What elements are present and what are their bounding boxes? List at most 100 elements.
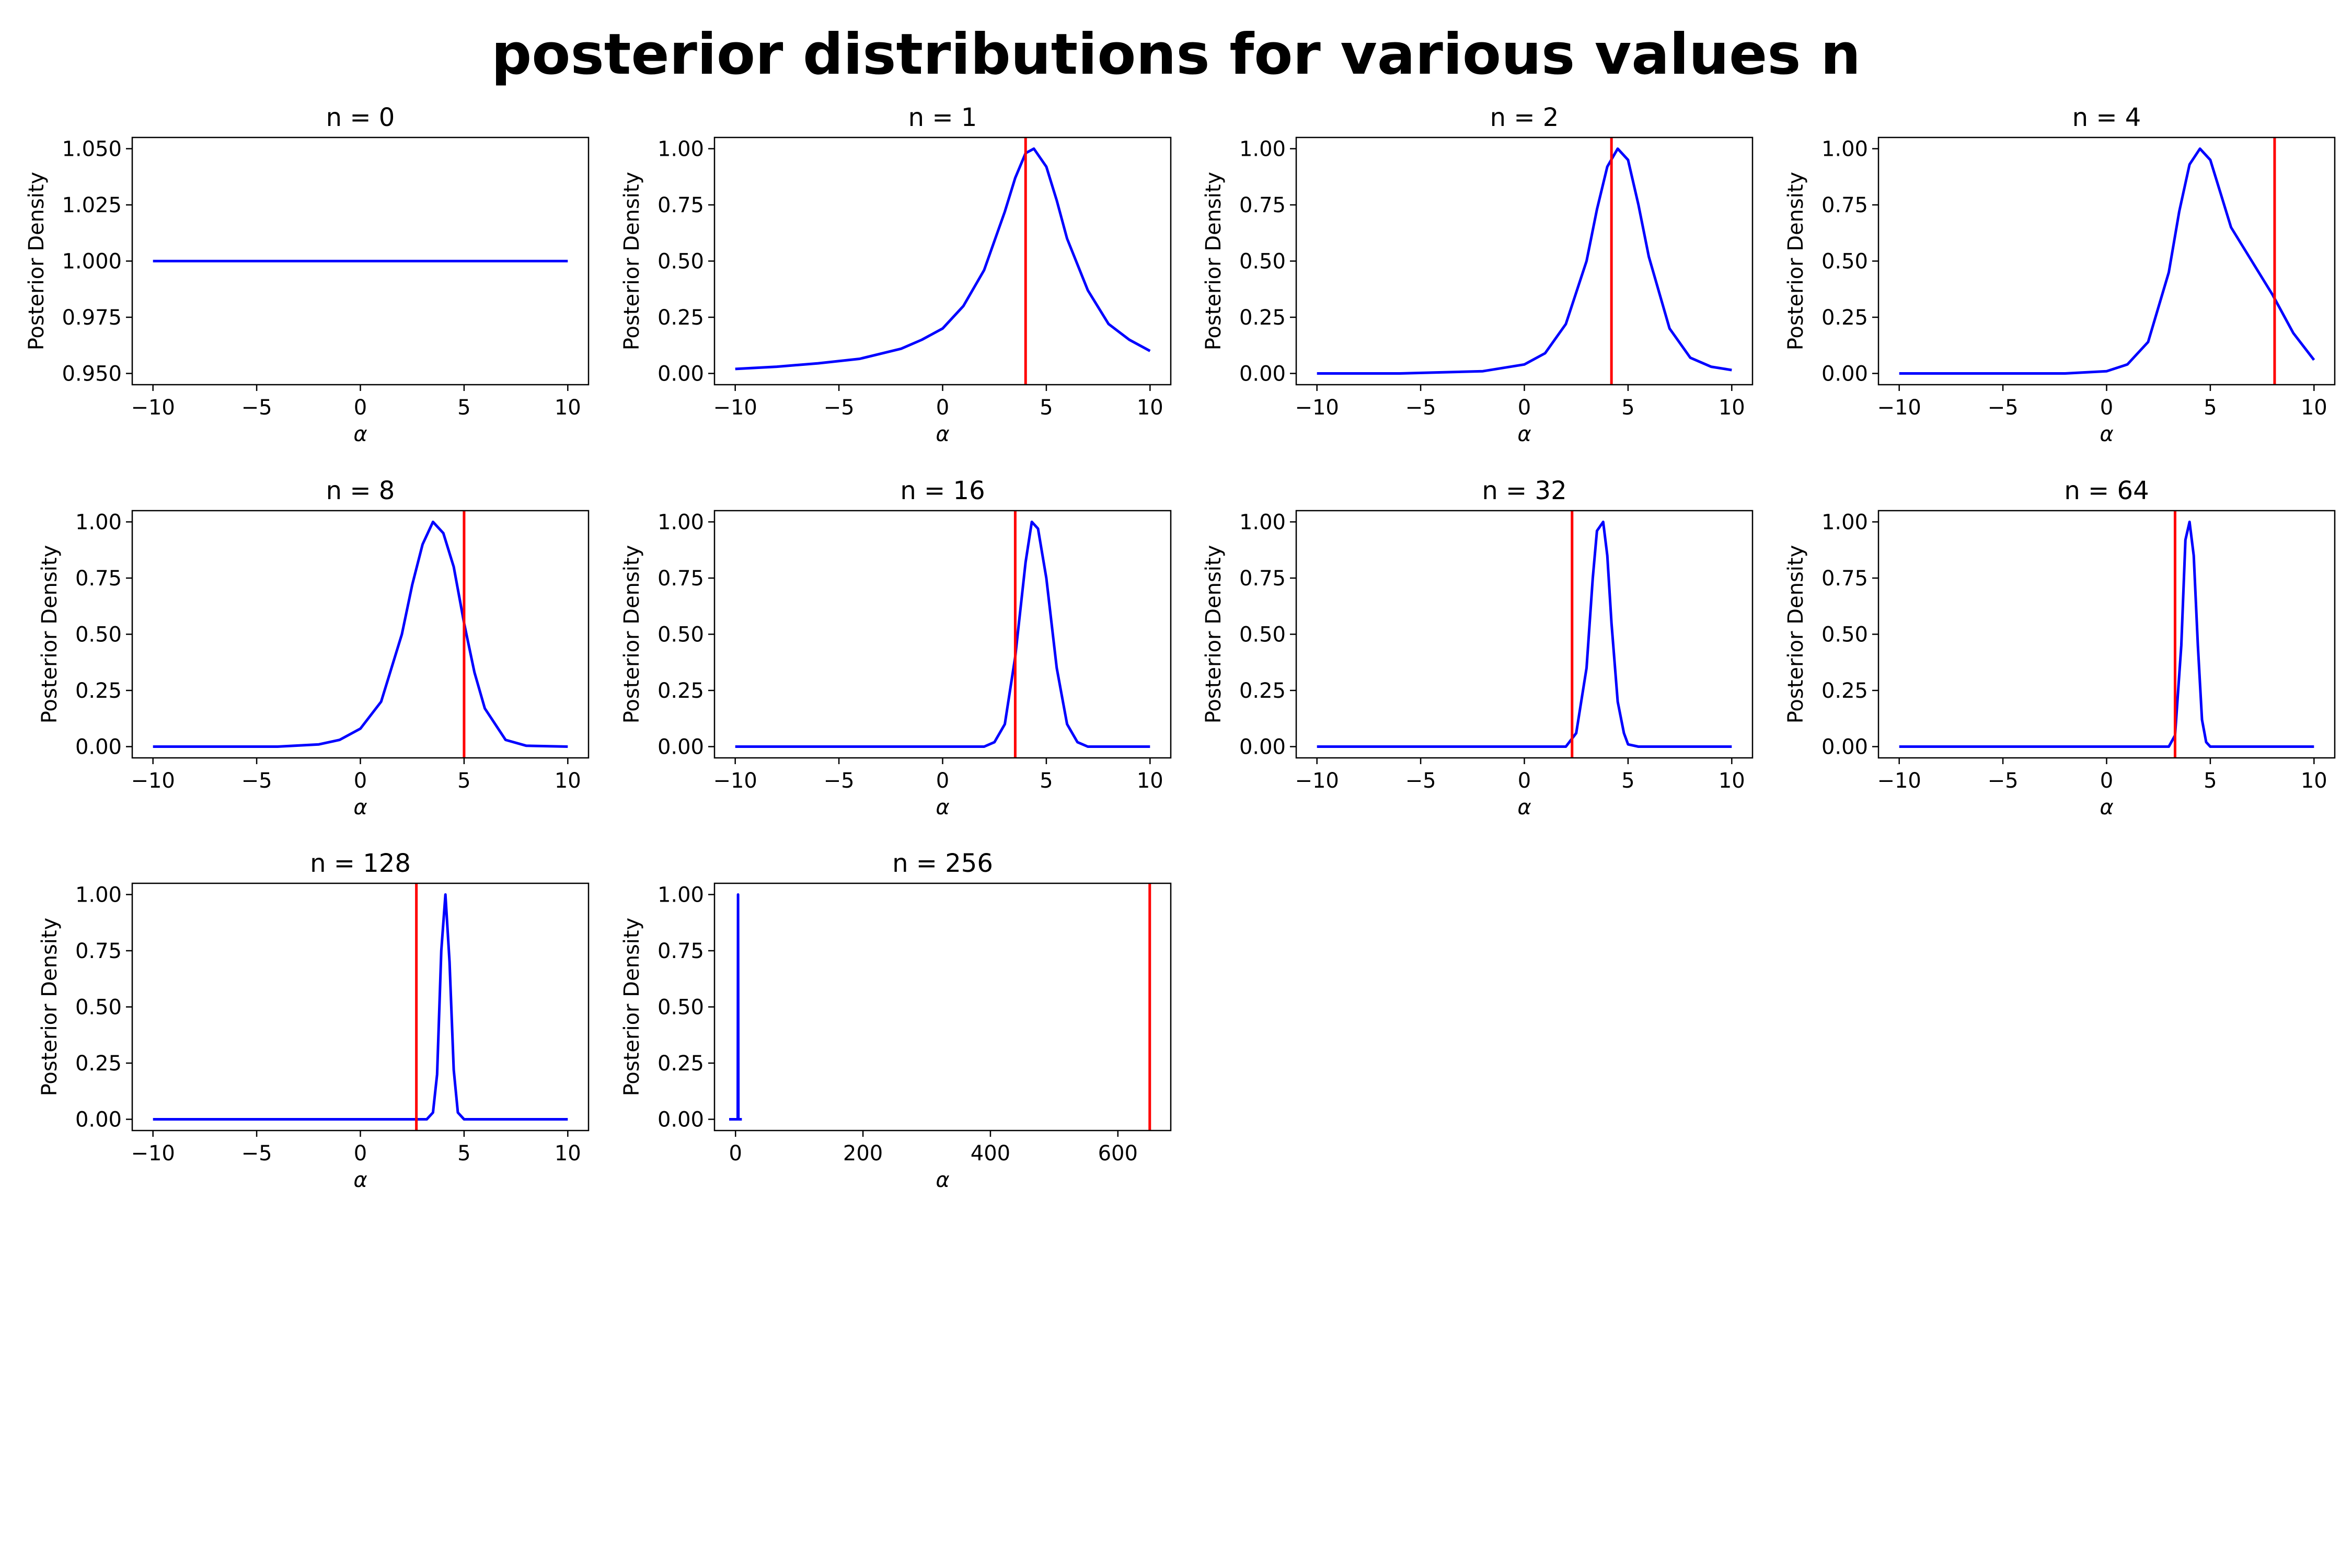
subplot-10: 0 200 400 600 0.00 0.25 0.50 0.75 1.00 α Posterior…: [620, 849, 1172, 1192]
axes-frame: [713, 510, 1172, 759]
subplot-title: n = 4: [2072, 103, 2141, 132]
y-tick-label: 0.950: [62, 362, 122, 386]
y-tick-label: 1.00: [658, 883, 704, 907]
y-tick-label: 1.00: [75, 883, 122, 907]
subplot-5: −10 −5 0 5 10 0.00 0.25 0.50 0.75 1.00 α Posterior …: [38, 476, 590, 820]
axes-frame: [1877, 136, 2336, 386]
y-tick-label: 0.00: [658, 735, 704, 759]
x-tick-label: 200: [843, 1142, 883, 1166]
subplot-title: n = 128: [310, 849, 411, 878]
y-tick-label: 0.50: [1239, 623, 1286, 647]
subplot-9: −10 −5 0 5 10 0.00 0.25 0.50 0.75 1.00 α Posterior …: [38, 849, 590, 1192]
y-tick-label: 1.050: [62, 137, 122, 162]
y-tick-label: 1.00: [75, 511, 122, 535]
subplot-1: −10 −5 0 5 10 0.950 0.975 1.000 1.025 1.050 α Poste…: [25, 103, 590, 446]
y-tick-label: 0.50: [1239, 250, 1286, 274]
subplot-6: −10 −5 0 5 10 0.00 0.25 0.50 0.75 1.00 α Posterior …: [620, 476, 1172, 820]
y-axis-label: Posterior Density: [620, 918, 644, 1097]
posterior-curve: [1317, 147, 1732, 375]
x-axis-label: α: [936, 1168, 949, 1192]
y-axis-label: Posterior Density: [1784, 545, 1808, 724]
y-tick-label: 1.000: [62, 250, 122, 274]
y-axis-label: Posterior Density: [1784, 172, 1808, 351]
y-tick-label: 0.75: [1821, 193, 1868, 217]
y-tick-label: 0.25: [658, 679, 704, 703]
y-tick-label: 0.25: [1821, 679, 1868, 703]
y-axis-label: Posterior Density: [1202, 172, 1226, 351]
x-tick-label: 600: [1098, 1142, 1138, 1166]
x-tick-label: 10: [1719, 396, 1745, 420]
y-tick-label: 1.00: [1821, 511, 1868, 535]
x-tick-label: −5: [1988, 769, 2019, 793]
subplot-2: −10 −5 0 5 10 0.00 0.25 0.50 0.75 1.00 α Posterior …: [620, 103, 1172, 446]
x-tick-label: −10: [1877, 769, 1921, 793]
x-tick-label: 5: [457, 396, 470, 420]
x-tick-label: −5: [241, 1142, 272, 1166]
subplot-title: n = 64: [2064, 476, 2149, 505]
y-axis-label: Posterior Density: [1202, 545, 1226, 724]
axes-frame: [1877, 510, 2336, 759]
y-tick-label: 0.975: [62, 306, 122, 330]
x-tick-label: 0: [354, 769, 367, 793]
posterior-curve: [729, 893, 742, 1121]
axes-frame: [713, 136, 1172, 386]
y-tick-label: 0.00: [658, 1108, 704, 1132]
y-axis-label: Posterior Density: [620, 545, 644, 724]
y-tick-label: 0.75: [1821, 567, 1868, 591]
x-tick-label: 0: [354, 396, 367, 420]
x-tick-label: −5: [1988, 396, 2019, 420]
x-tick-label: 5: [1040, 769, 1053, 793]
subplot-title: n = 32: [1482, 476, 1566, 505]
x-tick-label: −5: [241, 769, 272, 793]
subplot-7: −10 −5 0 5 10 0.00 0.25 0.50 0.75 1.00 α Posterior …: [1202, 476, 1754, 820]
x-tick-label: 5: [457, 1142, 470, 1166]
y-tick-label: 0.50: [75, 623, 122, 647]
y-tick-label: 0.75: [75, 567, 122, 591]
y-tick-label: 0.50: [75, 996, 122, 1020]
subplot-title: n = 0: [326, 103, 395, 132]
posterior-curve: [153, 521, 568, 748]
x-tick-label: 10: [555, 769, 581, 793]
y-tick-label: 0.25: [1239, 306, 1286, 330]
y-tick-label: 0.00: [1239, 735, 1286, 759]
x-tick-label: 0: [2100, 396, 2113, 420]
axes-frame: [1295, 510, 1754, 759]
subplot-3: −10 −5 0 5 10 0.00 0.25 0.50 0.75 1.00 α Posterior …: [1202, 103, 1754, 446]
x-tick-label: −5: [1405, 769, 1436, 793]
y-tick-label: 0.00: [658, 362, 704, 386]
y-tick-label: 1.00: [1239, 511, 1286, 535]
y-tick-label: 1.00: [1239, 137, 1286, 162]
y-tick-label: 0.25: [75, 679, 122, 703]
y-tick-label: 0.75: [75, 939, 122, 963]
y-tick-label: 0.25: [658, 306, 704, 330]
x-tick-label: 400: [971, 1142, 1010, 1166]
x-tick-label: 5: [2204, 396, 2217, 420]
x-tick-label: 5: [457, 769, 470, 793]
subplot-title: n = 256: [892, 849, 993, 878]
x-tick-label: −10: [131, 1142, 175, 1166]
y-tick-label: 0.75: [1239, 193, 1286, 217]
y-tick-label: 0.00: [1821, 735, 1868, 759]
x-tick-label: 10: [555, 1142, 581, 1166]
y-tick-label: 0.25: [1821, 306, 1868, 330]
x-axis-label: α: [353, 795, 367, 820]
x-axis-label: α: [1517, 795, 1531, 820]
x-tick-label: 5: [1621, 396, 1634, 420]
y-tick-label: 0.25: [75, 1052, 122, 1076]
y-axis-label: Posterior Density: [25, 172, 49, 351]
y-tick-label: 1.00: [658, 137, 704, 162]
x-tick-label: −10: [713, 769, 757, 793]
posterior-curve: [1899, 521, 2314, 748]
x-tick-label: −10: [131, 769, 175, 793]
y-axis-label: Posterior Density: [38, 918, 62, 1097]
y-tick-label: 0.00: [75, 735, 122, 759]
x-tick-label: 10: [1137, 769, 1163, 793]
y-tick-label: 0.00: [1239, 362, 1286, 386]
x-axis-label: α: [1517, 422, 1531, 446]
x-tick-label: −5: [824, 396, 855, 420]
x-axis-label: α: [353, 422, 367, 446]
x-axis-label: α: [2100, 795, 2113, 820]
subplot-title: n = 16: [900, 476, 985, 505]
subplot-title: n = 2: [1490, 103, 1559, 132]
x-tick-label: 0: [1518, 769, 1531, 793]
